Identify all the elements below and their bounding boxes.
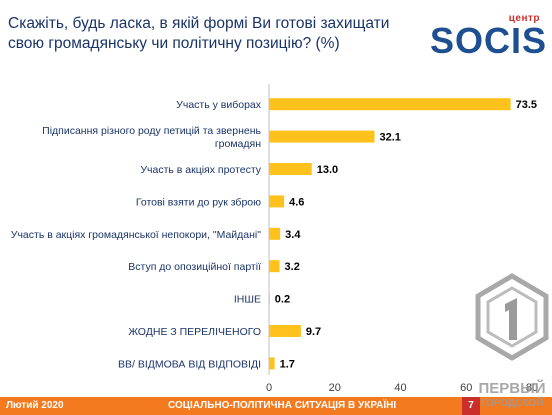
footer-date: Лютий 2020 — [6, 400, 64, 411]
watermark-logo: ПЕРВЫЙ ГОРОДСКОЙ — [475, 273, 549, 409]
bar — [269, 292, 270, 305]
bar — [269, 195, 285, 208]
bar — [269, 260, 280, 273]
bar — [269, 357, 275, 370]
category-label-line: Участь у виборах — [176, 99, 262, 111]
category-label-line: ЖОДНЕ З ПЕРЕЛІЧЕНОГО — [128, 326, 261, 338]
watermark-line1: ПЕРВЫЙ — [478, 379, 545, 397]
value-label: 32.1 — [380, 132, 401, 144]
value-label: 3.2 — [285, 261, 300, 273]
category-label-line: Вступ до опозиційної партії — [128, 261, 261, 273]
category-label: Участь в акціях протесту — [140, 164, 261, 176]
bar — [269, 325, 301, 337]
category-label-line: громадян — [215, 138, 261, 150]
footer-bar: Лютий 2020 СОЦІАЛЬНО-ПОЛІТИЧНА СИТУАЦІЯ … — [0, 397, 552, 415]
category-label: Участь у виборах — [176, 99, 262, 111]
category-label: Готові взяти до рук зброю — [136, 196, 261, 208]
logo-wordmark: SOCIS — [430, 20, 548, 61]
value-label: 9.7 — [306, 326, 321, 338]
category-label-line: ВВ/ ВІДМОВА ВІД ВІДПОВІДІ — [118, 358, 261, 370]
bar — [269, 130, 375, 143]
value-label: 3.4 — [285, 229, 301, 241]
bar — [269, 163, 312, 175]
category-label: Підписання різного роду петицій та зверн… — [42, 125, 261, 150]
category-label: Вступ до опозиційної партії — [128, 261, 261, 273]
page-number: 7 — [462, 397, 480, 415]
value-label: 13.0 — [317, 164, 338, 176]
category-label: Участь в акціях громадянської непокори, … — [11, 229, 261, 241]
question-title: Скажіть, будь ласка, в якій формі Ви гот… — [8, 15, 390, 52]
value-label: 73.5 — [516, 99, 537, 111]
bar-chart: Участь у виборах 73.5 Підписання різного р… — [11, 84, 538, 394]
x-tick-label: 40 — [394, 382, 406, 394]
value-label: 4.6 — [289, 196, 304, 208]
x-tick-label: 80 — [526, 382, 538, 394]
x-tick-label: 60 — [460, 382, 472, 394]
bar — [269, 98, 511, 111]
category-label-line: Участь в акціях протесту — [140, 164, 261, 176]
value-label: 0.2 — [275, 294, 290, 306]
category-label-line: Готові взяти до рук зброю — [136, 196, 261, 208]
category-label-line: Участь в акціях громадянської непокори, … — [11, 229, 261, 241]
socis-logo: центр SOCIS — [428, 13, 546, 63]
x-tick-label: 20 — [329, 382, 341, 394]
watermark-line2: ГОРОДСКОЙ — [481, 396, 544, 409]
category-label: ВВ/ ВІДМОВА ВІД ВІДПОВІДІ — [118, 358, 261, 370]
x-tick-label: 0 — [266, 382, 272, 394]
category-label: ЖОДНЕ З ПЕРЕЛІЧЕНОГО — [128, 326, 261, 338]
value-label: 1.7 — [280, 358, 295, 370]
bar — [269, 227, 281, 240]
category-label-line: Підписання різного роду петицій та зверн… — [42, 125, 261, 137]
category-label-line: ІНШЕ — [234, 294, 261, 306]
category-label: ІНШЕ — [234, 294, 261, 306]
logo-caption: центр — [508, 13, 540, 24]
footer-title: СОЦІАЛЬНО-ПОЛІТИЧНА СИТУАЦІЯ В УКРАЇНІ — [168, 400, 397, 411]
